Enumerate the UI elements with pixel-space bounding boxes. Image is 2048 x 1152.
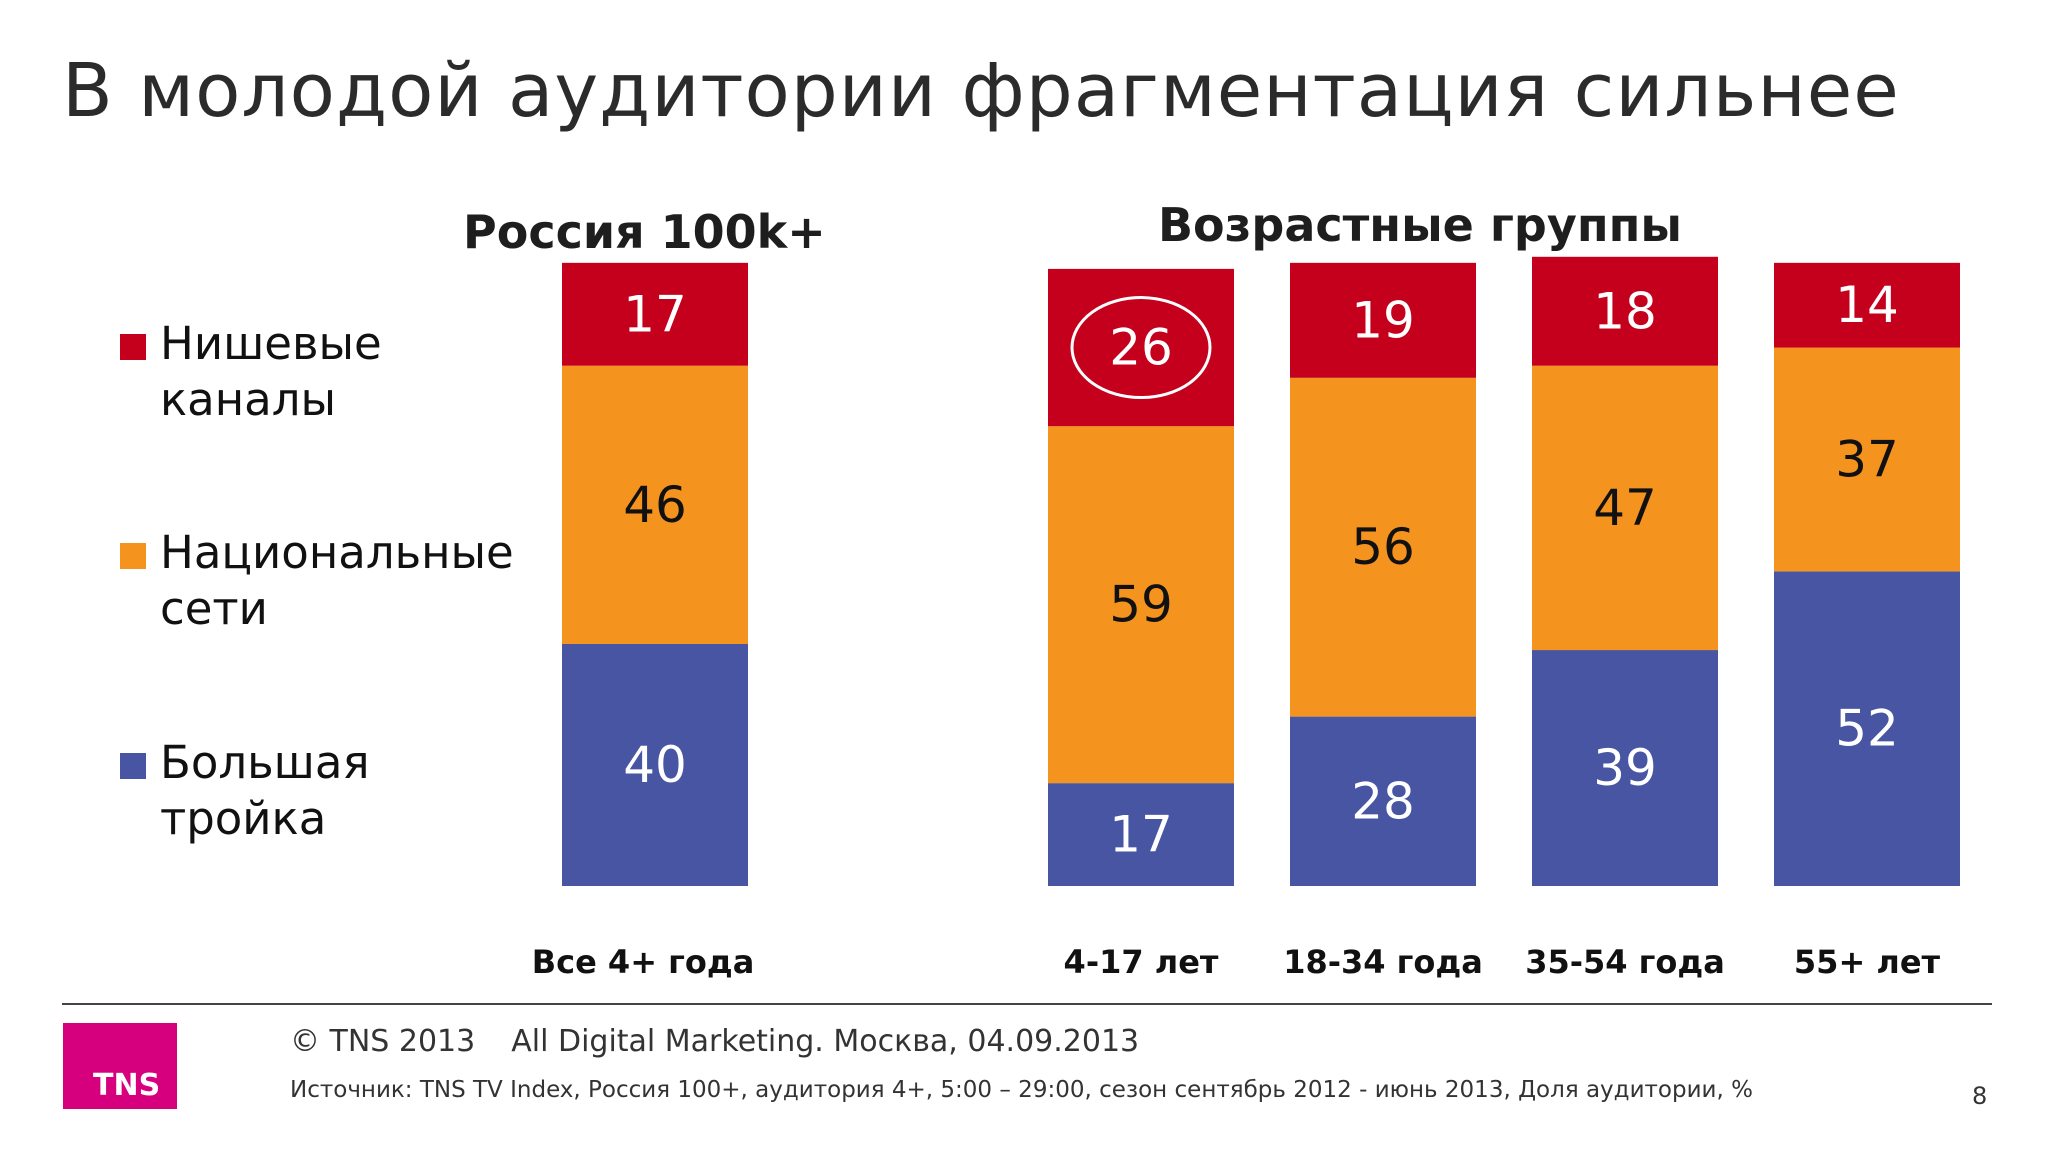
category-label-4-17: 4-17 лет	[1064, 943, 1219, 981]
legend-swatch-big-three	[120, 753, 146, 779]
bar-18-34-niche	[1290, 262, 1476, 378]
data-label-4-17-national: 59	[1109, 576, 1173, 634]
bar-55plus-niche	[1774, 262, 1960, 348]
bar-55plus-national	[1774, 347, 1960, 572]
legend-label-big-three: Большая тройка	[160, 736, 370, 845]
bar-all-4plus-national	[562, 365, 748, 644]
data-label-35-54-big-three: 39	[1593, 739, 1657, 797]
data-label-55plus-big-three: 52	[1835, 700, 1899, 758]
legend-label-niche: Нишевые каналы	[160, 317, 382, 426]
data-label-35-54-niche: 18	[1593, 282, 1657, 340]
tns-logo: TNS	[63, 1023, 177, 1109]
bar-35-54-national	[1532, 365, 1718, 651]
bar-4-17-niche	[1048, 268, 1234, 427]
data-label-4-17-big-three: 17	[1109, 806, 1173, 864]
highlight-circle	[1070, 296, 1212, 400]
data-label-18-34-national: 56	[1351, 518, 1415, 576]
footer-source: Источник: TNS TV Index, Россия 100+, ауд…	[290, 1077, 1753, 1103]
bar-4-17-national	[1048, 426, 1234, 784]
data-label-35-54-national: 47	[1593, 479, 1657, 537]
legend-swatch-niche	[120, 334, 146, 360]
bar-all-4plus-niche	[562, 262, 748, 366]
data-label-18-34-big-three: 28	[1351, 772, 1415, 830]
legend-swatch-national	[120, 543, 146, 569]
data-label-55plus-national: 37	[1835, 430, 1899, 488]
data-label-4-17-niche: 26	[1109, 319, 1173, 377]
footer-main: © TNS 2013 All Digital Marketing. Москва,…	[290, 1024, 1139, 1059]
bar-55plus-big-three	[1774, 571, 1960, 886]
slide-title: В молодой аудитории фрагментация сильнее	[62, 48, 1900, 134]
footer-divider	[62, 1003, 1992, 1005]
data-label-18-34-niche: 19	[1351, 291, 1415, 349]
footer-event: All Digital Marketing. Москва, 04.09.201…	[511, 1024, 1140, 1059]
category-label-all-4plus: Все 4+ года	[532, 943, 755, 981]
bar-35-54-niche	[1532, 256, 1718, 366]
group-title-russia: Россия 100k+	[463, 205, 826, 259]
bar-18-34-national	[1290, 377, 1476, 717]
legend-label-national: Национальные сети	[160, 526, 514, 635]
footer-copyright: © TNS 2013	[290, 1024, 476, 1059]
bar-18-34-big-three	[1290, 716, 1476, 886]
data-label-55plus-niche: 14	[1835, 276, 1899, 334]
data-label-all-4plus-national: 46	[623, 476, 687, 534]
group-title-age: Возрастные группы	[1158, 198, 1682, 252]
data-label-all-4plus-niche: 17	[623, 285, 687, 343]
category-label-18-34: 18-34 года	[1283, 943, 1483, 981]
bar-4-17-big-three	[1048, 783, 1234, 886]
tns-logo-text: TNS	[93, 1068, 161, 1103]
data-label-all-4plus-big-three: 40	[623, 736, 687, 794]
bar-35-54-big-three	[1532, 650, 1718, 886]
page-number: 8	[1972, 1082, 1988, 1110]
category-label-35-54: 35-54 года	[1525, 943, 1725, 981]
bar-all-4plus-big-three	[562, 644, 748, 886]
category-label-55plus: 55+ лет	[1794, 943, 1941, 981]
